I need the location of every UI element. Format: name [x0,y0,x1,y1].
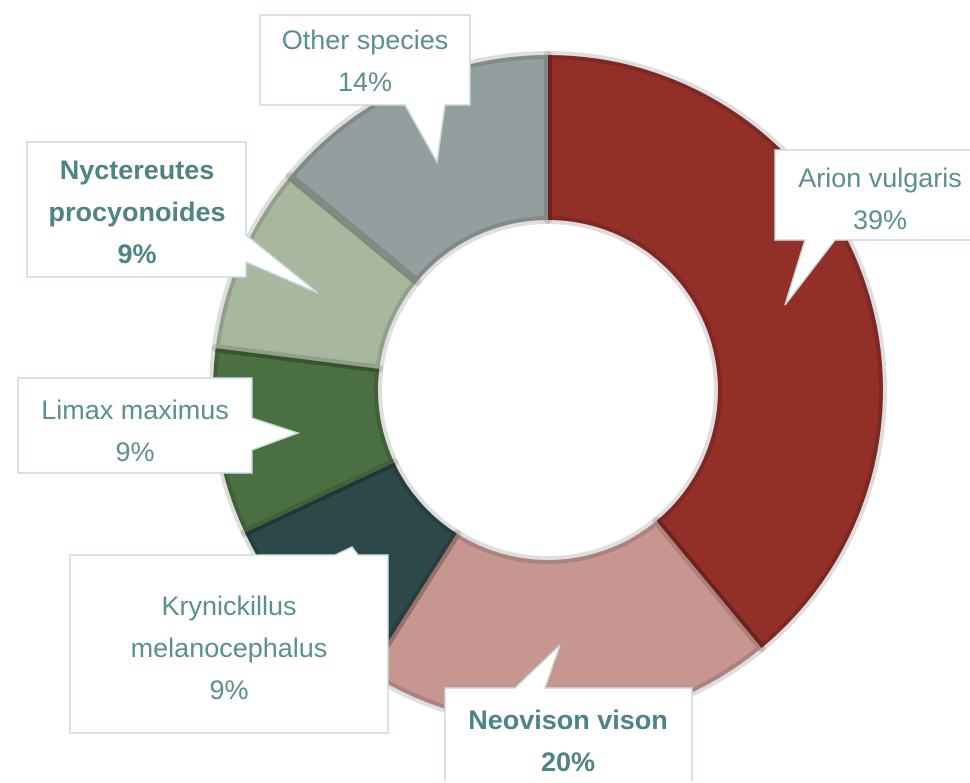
category-label: Neovison vison [468,705,668,735]
callout-box [444,644,693,781]
data-label: Krynickillus melanocephalus 9% [79,585,379,711]
value-label: 9% [209,675,249,705]
category-label: Other species [281,25,449,55]
category-label: Nyctereutes procyonoides [48,155,226,227]
data-label: Limax maximus 9% [20,389,250,473]
data-label: Other species 14% [263,19,468,103]
data-label: Neovison vison 20% [448,699,688,783]
category-label: Krynickillus melanocephalus [130,591,328,663]
category-label: Arion vulgaris [798,163,962,193]
slice [285,51,552,286]
category-label: Limax maximus [41,395,229,425]
callout-box [259,14,471,165]
callout-box [69,546,389,734]
value-label: 39% [852,205,908,235]
slice [209,344,399,537]
value-label: 9% [117,239,157,269]
callout-box [17,377,301,474]
data-label: Arion vulgaris 39% [780,157,970,241]
slice [211,172,422,373]
callout-box [774,149,970,306]
value-label: 20% [540,747,596,777]
value-label: 9% [115,437,155,467]
value-label: 14% [337,67,393,97]
data-label: Nyctereutes procyonoides 9% [30,149,245,275]
callout-box [26,141,319,294]
